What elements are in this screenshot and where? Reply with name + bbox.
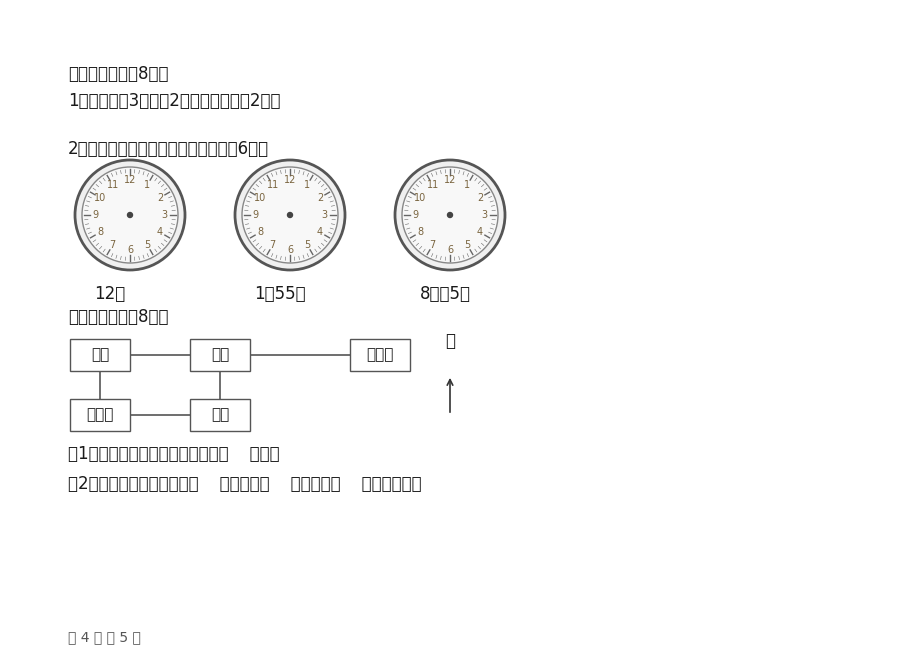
Text: 12: 12 xyxy=(283,175,296,186)
Text: 8: 8 xyxy=(416,227,423,237)
Text: 8: 8 xyxy=(96,227,103,237)
Text: 1: 1 xyxy=(464,180,470,190)
Bar xyxy=(190,339,250,371)
Text: 3: 3 xyxy=(481,210,487,220)
Text: 5: 5 xyxy=(144,240,150,250)
Text: 11: 11 xyxy=(426,180,438,190)
Text: 5: 5 xyxy=(304,240,310,250)
Text: 5: 5 xyxy=(464,240,470,250)
Text: 3: 3 xyxy=(162,210,167,220)
Text: 1: 1 xyxy=(144,180,150,190)
Text: 10: 10 xyxy=(414,193,425,202)
Text: 2、给下面的钟面画上时针和分针。（6分）: 2、给下面的钟面画上时针和分针。（6分） xyxy=(68,140,269,158)
Text: 12时: 12时 xyxy=(95,285,126,303)
Text: 11: 11 xyxy=(107,180,119,190)
Text: （2）军军去上学，可以向（    ）走，到（    ），再向（    ）走到学校。: （2）军军去上学，可以向（ ）走，到（ ），再向（ ）走到学校。 xyxy=(68,475,421,493)
Text: 邮局: 邮局 xyxy=(91,348,109,363)
Text: 12: 12 xyxy=(443,175,456,186)
Circle shape xyxy=(287,212,292,217)
Bar xyxy=(349,339,410,371)
Bar xyxy=(70,339,130,371)
Text: 8: 8 xyxy=(256,227,263,237)
Bar xyxy=(70,399,130,431)
Text: 4: 4 xyxy=(316,227,323,237)
Circle shape xyxy=(447,212,452,217)
Bar xyxy=(190,399,250,431)
Text: 1时55分: 1时55分 xyxy=(254,285,305,303)
Text: 10: 10 xyxy=(94,193,106,202)
Circle shape xyxy=(394,160,505,270)
Text: 书店: 书店 xyxy=(210,408,229,422)
Circle shape xyxy=(75,160,185,270)
Text: 7: 7 xyxy=(429,240,436,250)
Text: 北: 北 xyxy=(445,332,455,350)
Text: 3: 3 xyxy=(321,210,327,220)
Text: 12: 12 xyxy=(124,175,136,186)
Text: 9: 9 xyxy=(252,210,258,220)
Circle shape xyxy=(234,160,345,270)
Text: 1、画一条比3厘米长2厘米的线段。（2分）: 1、画一条比3厘米长2厘米的线段。（2分） xyxy=(68,92,280,110)
Text: 第 4 页 共 5 页: 第 4 页 共 5 页 xyxy=(68,630,141,644)
Text: 2: 2 xyxy=(476,193,482,202)
Circle shape xyxy=(82,167,177,263)
Text: 9: 9 xyxy=(412,210,418,220)
Text: 学校: 学校 xyxy=(210,348,229,363)
Circle shape xyxy=(242,167,337,263)
Text: 6: 6 xyxy=(287,245,293,255)
Circle shape xyxy=(128,212,132,217)
Text: 莉莉家: 莉莉家 xyxy=(366,348,393,363)
Text: 2: 2 xyxy=(316,193,323,202)
Text: 6: 6 xyxy=(447,245,452,255)
Text: 2: 2 xyxy=(156,193,163,202)
Text: 8是零5分: 8是零5分 xyxy=(419,285,470,303)
Text: 7: 7 xyxy=(269,240,276,250)
Text: 11: 11 xyxy=(267,180,278,190)
Text: （1）莉莉从家出发去学校应该向（    ）走。: （1）莉莉从家出发去学校应该向（ ）走。 xyxy=(68,445,279,463)
Text: 军军家: 军军家 xyxy=(86,408,114,422)
Circle shape xyxy=(402,167,497,263)
Text: 7: 7 xyxy=(109,240,116,250)
Text: 六、辨方向。（8分）: 六、辨方向。（8分） xyxy=(68,308,168,326)
Text: 五、画一画。（8分）: 五、画一画。（8分） xyxy=(68,65,168,83)
Text: 4: 4 xyxy=(157,227,163,237)
Text: 6: 6 xyxy=(127,245,133,255)
Text: 10: 10 xyxy=(254,193,266,202)
Text: 4: 4 xyxy=(476,227,482,237)
Text: 1: 1 xyxy=(304,180,310,190)
Text: 9: 9 xyxy=(92,210,98,220)
